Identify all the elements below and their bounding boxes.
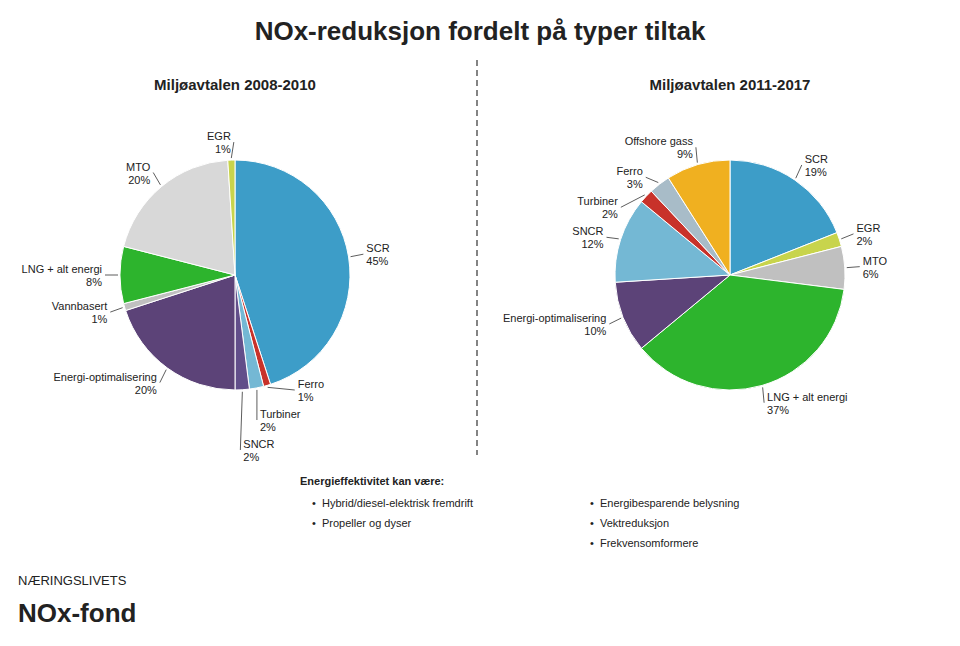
slice-label: Turbiner bbox=[577, 195, 618, 207]
labels: SCR19%EGR2%MTO6%LNG + alt energi37%Energ… bbox=[503, 135, 887, 415]
chart: NOx-reduksjon fordelt på typer tiltak SCR… bbox=[0, 0, 960, 646]
leader-line bbox=[105, 275, 118, 276]
slice-label: Turbiner bbox=[260, 408, 301, 420]
title: NOx-reduksjon fordelt på typer tiltak bbox=[255, 16, 706, 46]
leader-line bbox=[841, 234, 853, 239]
data-label: 45% bbox=[366, 255, 388, 267]
leader-line bbox=[256, 390, 257, 420]
data-label: 3% bbox=[627, 178, 643, 190]
pie: SCR45%Ferro1%Turbiner2%SNCR2%Energi-opti… bbox=[22, 130, 390, 463]
slice-label: LNG + alt energi bbox=[22, 263, 102, 275]
slice bbox=[668, 160, 730, 275]
divider bbox=[476, 60, 477, 455]
pie: SCR19%EGR2%MTO6%LNG + alt energi37%Energ… bbox=[503, 135, 887, 415]
slice-label: Vannbasert bbox=[52, 300, 107, 312]
data-label: 8% bbox=[86, 276, 102, 288]
leader-line bbox=[153, 173, 160, 185]
data-label: 6% bbox=[863, 268, 879, 280]
slice-label: Energi-optimalisering bbox=[503, 312, 606, 324]
slice-label: Ferro bbox=[616, 165, 642, 177]
annotation: • Hybrid/diesel-elektrisk fremdrift bbox=[312, 497, 473, 509]
annotation: Energieffektivitet kan være: bbox=[300, 475, 444, 487]
leader-line bbox=[763, 387, 764, 402]
slice-label: SCR bbox=[366, 242, 389, 254]
leader-line bbox=[268, 387, 295, 390]
data-label: 20% bbox=[135, 384, 157, 396]
labels: SCR45%Ferro1%Turbiner2%SNCR2%Energi-opti… bbox=[22, 130, 390, 463]
slice-label: MTO bbox=[863, 255, 888, 267]
data-label: 1% bbox=[215, 143, 231, 155]
data-label: 2% bbox=[260, 421, 276, 433]
data-label: 1% bbox=[91, 313, 107, 325]
annotation: NÆRINGSLIVETS bbox=[18, 573, 127, 588]
slice bbox=[228, 160, 235, 275]
pie-title: Miljøavtalen 2011-2017 bbox=[650, 76, 811, 93]
annotation: • Frekvensomformere bbox=[590, 537, 698, 549]
leader-line bbox=[607, 237, 619, 239]
leader-line bbox=[796, 165, 802, 178]
data-label: 20% bbox=[128, 174, 150, 186]
data-label: 2% bbox=[856, 235, 872, 247]
leader-line bbox=[351, 254, 364, 257]
data-label: 1% bbox=[298, 391, 314, 403]
data-label: 19% bbox=[805, 166, 827, 178]
slice-label: MTO bbox=[126, 161, 151, 173]
data-label: 37% bbox=[767, 404, 789, 416]
leader-line bbox=[110, 308, 122, 312]
slice bbox=[235, 275, 264, 389]
data-label: 10% bbox=[584, 325, 606, 337]
slice-label: Ferro bbox=[298, 378, 324, 390]
pie-title: Miljøavtalen 2008-2010 bbox=[154, 76, 316, 93]
leader-line bbox=[609, 318, 621, 324]
data-label: 9% bbox=[677, 148, 693, 160]
leader-line bbox=[160, 370, 166, 383]
slice-label: SCR bbox=[805, 153, 828, 165]
annotation: NOx-fond bbox=[18, 598, 136, 628]
slice-label: Energi-optimalisering bbox=[53, 371, 156, 383]
annotation: • Energibesparende belysning bbox=[590, 497, 739, 509]
slice-label: SNCR bbox=[243, 438, 274, 450]
data-label: 2% bbox=[602, 208, 618, 220]
leader-line bbox=[240, 392, 242, 450]
annotation: • Propeller og dyser bbox=[312, 517, 412, 529]
slice bbox=[235, 275, 249, 390]
slice-label: SNCR bbox=[572, 225, 603, 237]
leader-line bbox=[646, 177, 659, 182]
slices bbox=[120, 160, 350, 390]
slice-label: Offshore gass bbox=[625, 135, 694, 147]
data-label: 2% bbox=[243, 451, 259, 463]
slice-label: LNG + alt energi bbox=[767, 391, 847, 403]
slice bbox=[615, 275, 730, 348]
leader-line bbox=[847, 267, 860, 268]
slice-label: EGR bbox=[856, 222, 880, 234]
data-label: 12% bbox=[581, 238, 603, 250]
slice-label: EGR bbox=[207, 130, 231, 142]
leader-line bbox=[696, 147, 697, 162]
slice bbox=[124, 160, 235, 275]
slices bbox=[615, 160, 845, 390]
leader-line bbox=[231, 142, 233, 158]
leader-line bbox=[621, 195, 645, 207]
annotation: • Vektreduksjon bbox=[590, 517, 669, 529]
